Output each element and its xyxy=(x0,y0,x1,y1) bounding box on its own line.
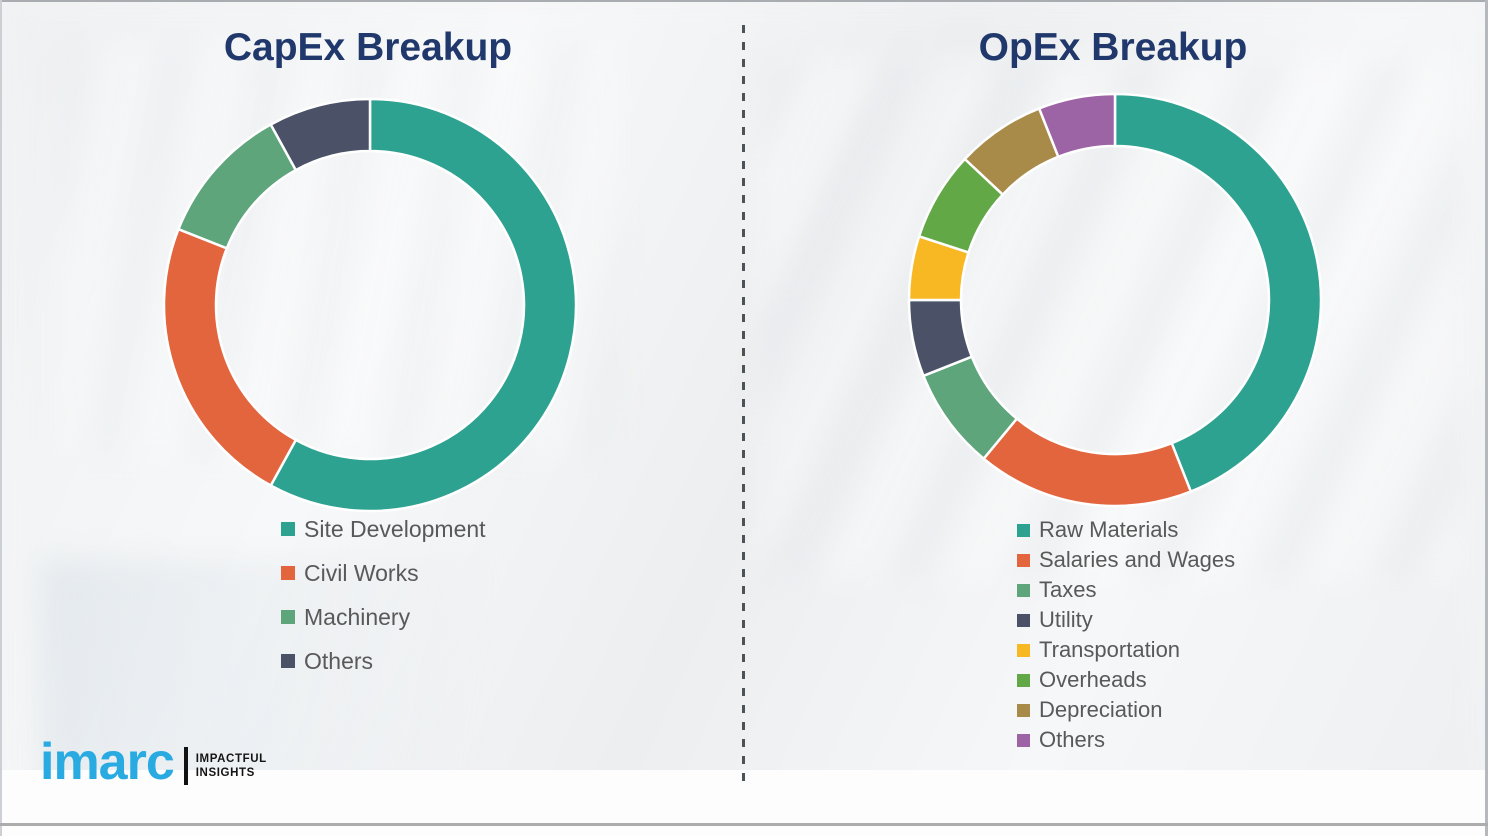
donut-segment-site-development xyxy=(269,97,578,513)
legend-swatch xyxy=(1017,733,1030,747)
opex-legend: Raw Materials Salaries and Wages Taxes Util… xyxy=(1017,515,1235,755)
donut-segment-others xyxy=(269,97,372,172)
legend-item-depreciation: Depreciation xyxy=(1017,695,1235,725)
opex-donut-chart xyxy=(907,92,1323,508)
legend-swatch xyxy=(281,522,295,536)
legend-item-transportation: Transportation xyxy=(1017,635,1235,665)
opex-chart-title: OpEx Breakup xyxy=(978,26,1248,69)
legend-label: Others xyxy=(304,647,374,674)
legend-swatch xyxy=(1017,583,1030,597)
legend-label: Transportation xyxy=(1039,637,1181,662)
legend-swatch xyxy=(281,566,295,580)
legend-label: Overheads xyxy=(1039,667,1147,692)
legend-item-salaries-and-wages: Salaries and Wages xyxy=(1017,545,1235,575)
donut-segment-raw-materials xyxy=(1113,92,1323,494)
legend-label: Machinery xyxy=(304,603,411,630)
frame-left-border xyxy=(0,0,2,836)
legend-label: Salaries and Wages xyxy=(1039,547,1236,572)
legend-label: Utility xyxy=(1039,607,1093,632)
frame-right-border xyxy=(1485,0,1488,836)
frame-top-border xyxy=(0,0,1488,2)
legend-item-civil-works: Civil Works xyxy=(281,551,486,595)
legend-label: Site Development xyxy=(304,515,486,542)
legend-label: Raw Materials xyxy=(1039,517,1179,542)
capex-legend: Site Development Civil Works Machinery Othe… xyxy=(281,507,486,683)
legend-swatch xyxy=(1017,703,1030,717)
legend-item-others: Others xyxy=(281,639,486,683)
legend-swatch xyxy=(1017,613,1030,627)
legend-swatch xyxy=(281,654,295,668)
legend-item-taxes: Taxes xyxy=(1017,575,1235,605)
donut-segment-civil-works xyxy=(162,227,298,488)
donut-segment-salaries-and-wages xyxy=(981,416,1193,508)
imarc-logo: imarc IMPACTFUL INSIGHTS xyxy=(40,736,267,788)
logo-divider-bar xyxy=(183,747,188,785)
donut-segment-others xyxy=(1037,92,1117,159)
frame-bottom-rule xyxy=(0,823,1488,826)
legend-label: Depreciation xyxy=(1039,697,1163,722)
legend-label: Others xyxy=(1039,727,1106,752)
legend-item-machinery: Machinery xyxy=(281,595,486,639)
legend-swatch xyxy=(1017,523,1030,537)
logo-tagline-line1: IMPACTFUL xyxy=(195,753,267,765)
logo-tagline-line2: INSIGHTS xyxy=(195,767,255,779)
capex-chart-title: CapEx Breakup xyxy=(223,26,513,69)
legend-label: Taxes xyxy=(1039,577,1097,602)
legend-swatch xyxy=(1017,553,1030,567)
legend-item-site-development: Site Development xyxy=(281,507,486,551)
legend-label: Civil Works xyxy=(304,559,419,586)
legend-swatch xyxy=(281,610,295,624)
legend-swatch xyxy=(1017,673,1030,687)
legend-item-utility: Utility xyxy=(1017,605,1235,635)
legend-item-others: Others xyxy=(1017,725,1235,755)
legend-item-overheads: Overheads xyxy=(1017,665,1235,695)
capex-donut-chart xyxy=(162,97,578,513)
legend-item-raw-materials: Raw Materials xyxy=(1017,515,1235,545)
legend-swatch xyxy=(1017,643,1030,657)
logo-tagline: IMPACTFUL INSIGHTS xyxy=(196,752,267,780)
donut-segment-machinery xyxy=(176,122,298,250)
dashed-divider-line xyxy=(742,25,745,790)
imarc-wordmark: imarc xyxy=(40,733,175,791)
